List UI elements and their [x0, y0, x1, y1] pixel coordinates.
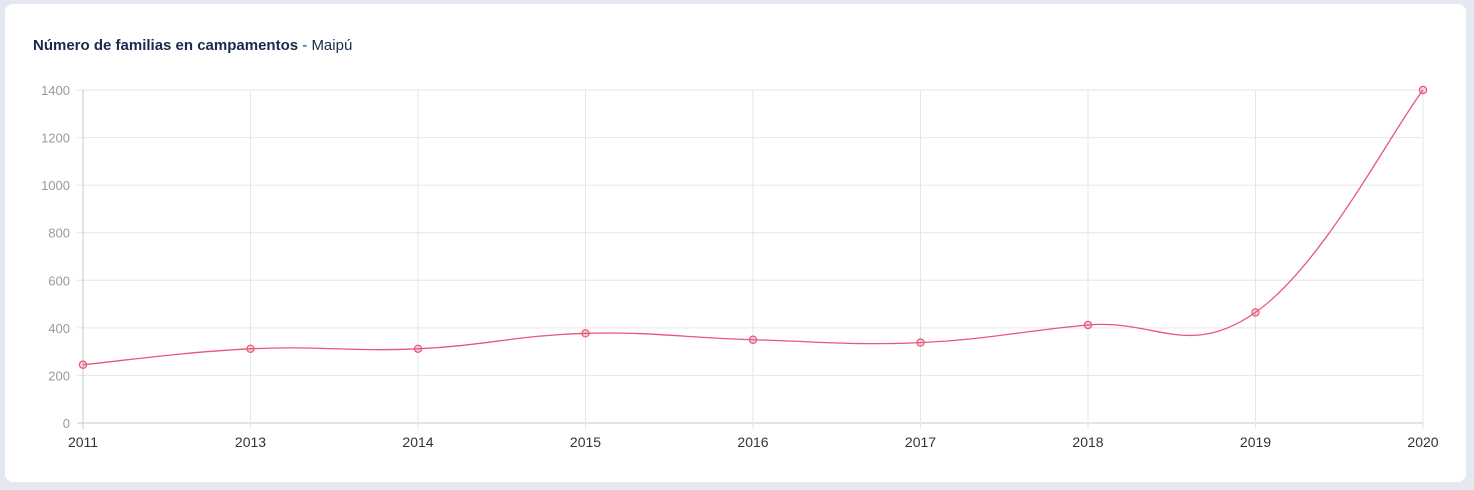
- data-point: [413, 344, 423, 353]
- x-tick-label: 2017: [905, 434, 936, 450]
- x-tick-label: 2014: [402, 434, 433, 450]
- y-tick-label: 1400: [41, 83, 70, 98]
- data-point: [1418, 85, 1428, 95]
- x-tick-label: 2015: [570, 434, 601, 450]
- y-tick-label: 800: [48, 226, 70, 241]
- data-point: [78, 360, 88, 369]
- y-tick-label: 1200: [41, 131, 70, 146]
- chart-title-separator: -: [298, 37, 312, 54]
- y-tick-label: 600: [48, 273, 70, 288]
- data-point: [581, 329, 590, 338]
- data-point: [246, 344, 255, 353]
- y-tick-label: 0: [63, 416, 70, 431]
- data-point: [1083, 320, 1093, 330]
- data-point: [748, 335, 758, 344]
- x-tick-label: 2016: [737, 434, 768, 450]
- x-tick-label: 2020: [1407, 434, 1438, 450]
- x-tick-label: 2011: [68, 434, 98, 450]
- y-tick-label: 1000: [41, 178, 70, 193]
- x-tick-label: 2019: [1240, 434, 1271, 450]
- data-point: [916, 338, 925, 347]
- chart-title-subtitle: Maipú: [311, 37, 353, 54]
- y-tick-label: 400: [48, 321, 70, 336]
- y-tick-label: 200: [48, 368, 70, 383]
- x-tick-label: 2018: [1072, 434, 1103, 450]
- data-point: [1251, 308, 1260, 317]
- series-line: [82, 89, 1424, 366]
- chart-title-main: Número de familias en campamentos: [33, 37, 299, 54]
- chart-title: Número de familias en campamentos - Maip…: [33, 37, 352, 54]
- chart-card: Número de familias en campamentos - Maip…: [5, 4, 1466, 482]
- x-tick-label: 2013: [235, 434, 266, 450]
